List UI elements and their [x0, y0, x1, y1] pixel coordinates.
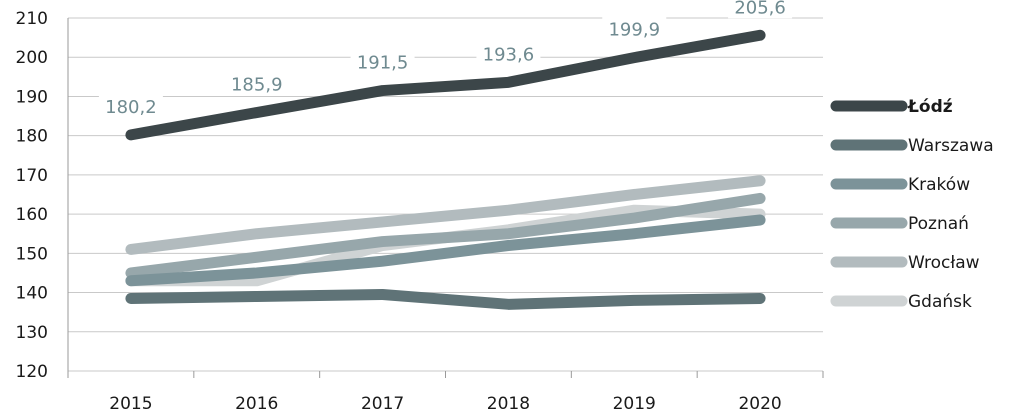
y-tick-label: 150 — [16, 244, 48, 264]
data-label-bg — [476, 41, 541, 66]
data-label-bg — [602, 16, 667, 41]
x-tick-label: 2020 — [738, 394, 781, 414]
x-tick-label: 2018 — [487, 394, 530, 414]
y-tick-label: 160 — [16, 205, 48, 225]
legend-label: Warszawa — [908, 136, 994, 156]
data-label: 199,9 — [608, 20, 660, 41]
data-labels: 180,2 185,9 191,5 193,6 199,9 205,6 — [98, 0, 793, 118]
y-tick-label: 170 — [16, 166, 48, 186]
y-tick-label: 130 — [16, 323, 48, 343]
legend-label: Kraków — [908, 175, 970, 195]
data-label: 191,5 — [357, 53, 409, 74]
data-label: 205,6 — [734, 0, 786, 18]
data-label-bg — [350, 49, 415, 74]
series-line-Poznań — [125, 192, 766, 279]
series-line-Warszawa — [125, 289, 766, 310]
y-tick-label: 200 — [16, 48, 48, 68]
y-tick-label: 190 — [16, 87, 48, 107]
data-label-bg — [98, 93, 163, 118]
y-tick-label: 140 — [16, 284, 48, 304]
data-label-bg — [224, 71, 289, 96]
y-tick-label: 180 — [16, 127, 48, 147]
x-tick-label: 2019 — [613, 394, 656, 414]
series-line-Kraków — [125, 214, 766, 287]
data-label-bg — [728, 0, 793, 19]
series-lines — [125, 29, 766, 310]
legend-label: Łódź — [907, 97, 953, 117]
axes: 120 130 140 150 160 170 180 190 200 210 2015 2016 20… — [16, 9, 824, 414]
data-label: 180,2 — [105, 97, 157, 118]
x-tick-label: 2017 — [361, 394, 404, 414]
data-label: 185,9 — [231, 75, 283, 96]
legend-label: Gdańsk — [908, 292, 972, 312]
x-tick-label: 2015 — [109, 394, 152, 414]
series-line-Łódź — [125, 29, 766, 141]
legend-label: Poznań — [908, 214, 969, 234]
x-tick-label: 2016 — [235, 394, 278, 414]
y-tick-label: 120 — [16, 362, 48, 382]
series-line-Wrocław — [125, 175, 766, 255]
legend-label: Wrocław — [908, 253, 980, 273]
y-tick-label: 210 — [16, 9, 48, 29]
legend: Łódź Warszawa Kraków Poznań Wrocław Gdańsk — [830, 97, 994, 312]
data-label: 193,6 — [483, 44, 535, 65]
grid-lines — [68, 17, 823, 372]
